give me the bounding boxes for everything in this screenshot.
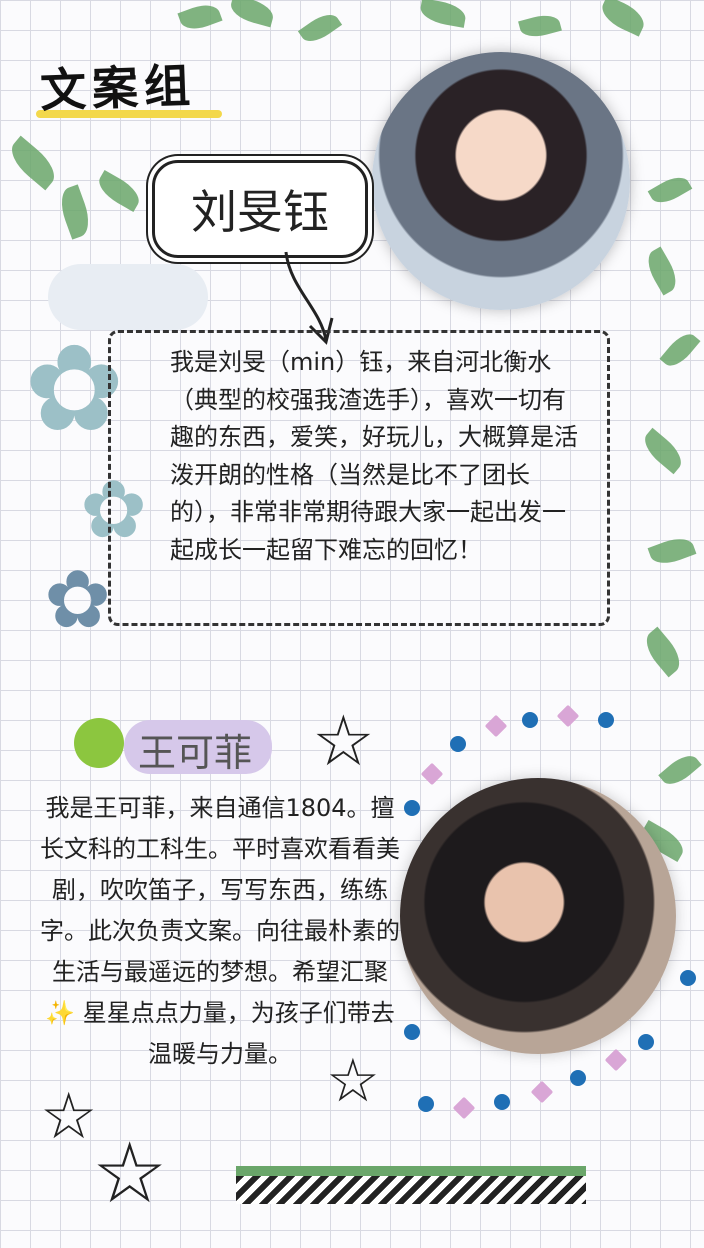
flower-icon: ✿ <box>80 463 148 556</box>
flower-icon: ✿ <box>24 320 125 459</box>
green-dot <box>74 718 124 768</box>
star-icon: ☆ <box>40 1080 98 1154</box>
title-underline <box>36 110 222 118</box>
flower-icon: ✿ <box>44 553 112 646</box>
member1-intro-frame <box>108 330 610 626</box>
page-title: 文案组 <box>39 58 197 118</box>
star-icon: ☆ <box>326 1046 380 1116</box>
cloud-decoration <box>48 264 208 330</box>
star-icon: ☆ <box>312 700 375 782</box>
member2-photo <box>400 778 676 1054</box>
member1-intro: 我是刘旻（min）钰，来自河北衡水（典型的校强我渣选手），喜欢一切有趣的东西，爱… <box>170 348 578 564</box>
member2-intro: 我是王可菲，来自通信1804。擅长文科的工科生。平时喜欢看看美剧，吹吹笛子，写写… <box>40 794 400 1068</box>
member1-name: 刘旻钰 <box>152 160 368 258</box>
star-icon: ☆ <box>92 1124 168 1222</box>
washi-tape-decoration <box>236 1166 586 1204</box>
member2-name: 王可菲 <box>138 731 253 775</box>
member1-photo <box>372 52 630 310</box>
member2-name-highlight <box>124 720 272 774</box>
